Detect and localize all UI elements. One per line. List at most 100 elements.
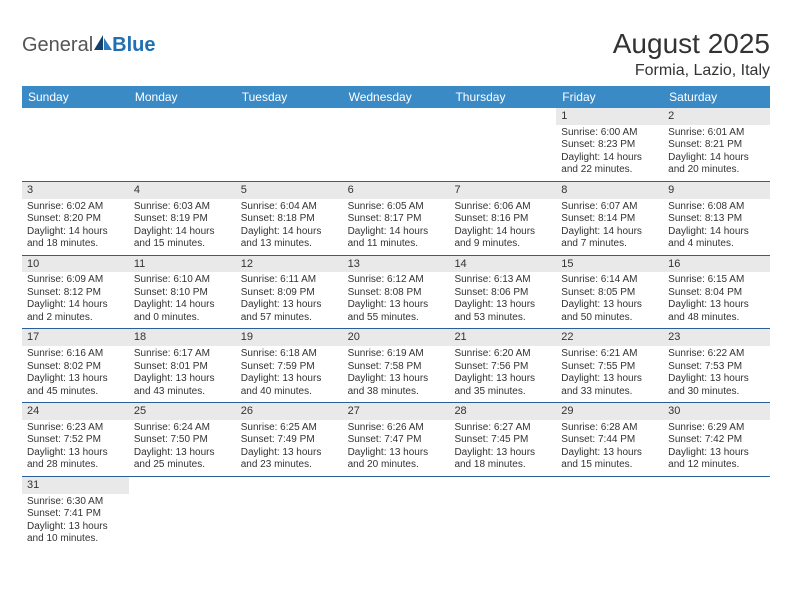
sunrise-text: Sunrise: 6:30 AM bbox=[27, 496, 124, 509]
day-number: 1 bbox=[556, 108, 663, 125]
sunrise-text: Sunrise: 6:02 AM bbox=[27, 201, 124, 214]
sunrise-text: Sunrise: 6:27 AM bbox=[454, 422, 551, 435]
calendar-cell bbox=[449, 108, 556, 181]
page-header: General Blue August 2025 Formia, Lazio, … bbox=[22, 28, 770, 80]
calendar-cell: 6Sunrise: 6:05 AMSunset: 8:17 PMDaylight… bbox=[343, 182, 450, 255]
calendar-cell bbox=[343, 108, 450, 181]
calendar-cell: 1Sunrise: 6:00 AMSunset: 8:23 PMDaylight… bbox=[556, 108, 663, 181]
sunrise-text: Sunrise: 6:09 AM bbox=[27, 274, 124, 287]
location-label: Formia, Lazio, Italy bbox=[613, 62, 770, 80]
day-number: 8 bbox=[556, 182, 663, 199]
day-number: 14 bbox=[449, 256, 556, 273]
sunrise-text: Sunrise: 6:28 AM bbox=[561, 422, 658, 435]
calendar-cell: 11Sunrise: 6:10 AMSunset: 8:10 PMDayligh… bbox=[129, 256, 236, 329]
sunset-text: Sunset: 8:12 PM bbox=[27, 287, 124, 300]
daylight2-text: and 38 minutes. bbox=[348, 386, 445, 399]
month-title: August 2025 bbox=[613, 28, 770, 60]
sunset-text: Sunset: 7:50 PM bbox=[134, 434, 231, 447]
daylight2-text: and 48 minutes. bbox=[668, 312, 765, 325]
daylight2-text: and 33 minutes. bbox=[561, 386, 658, 399]
calendar-cell: 25Sunrise: 6:24 AMSunset: 7:50 PMDayligh… bbox=[129, 403, 236, 476]
sunrise-text: Sunrise: 6:05 AM bbox=[348, 201, 445, 214]
day-header: Tuesday bbox=[236, 86, 343, 108]
calendar-cell: 5Sunrise: 6:04 AMSunset: 8:18 PMDaylight… bbox=[236, 182, 343, 255]
sunrise-text: Sunrise: 6:04 AM bbox=[241, 201, 338, 214]
sunrise-text: Sunrise: 6:14 AM bbox=[561, 274, 658, 287]
sunset-text: Sunset: 8:23 PM bbox=[561, 139, 658, 152]
week-row: 17Sunrise: 6:16 AMSunset: 8:02 PMDayligh… bbox=[22, 329, 770, 403]
sunset-text: Sunset: 8:06 PM bbox=[454, 287, 551, 300]
calendar-cell: 15Sunrise: 6:14 AMSunset: 8:05 PMDayligh… bbox=[556, 256, 663, 329]
calendar-cell: 31Sunrise: 6:30 AMSunset: 7:41 PMDayligh… bbox=[22, 477, 129, 550]
calendar-cell bbox=[663, 477, 770, 550]
daylight1-text: Daylight: 14 hours bbox=[454, 226, 551, 239]
daylight2-text: and 12 minutes. bbox=[668, 459, 765, 472]
calendar-cell bbox=[22, 108, 129, 181]
daylight2-text: and 53 minutes. bbox=[454, 312, 551, 325]
daylight2-text: and 28 minutes. bbox=[27, 459, 124, 472]
calendar-cell bbox=[129, 108, 236, 181]
calendar-cell: 9Sunrise: 6:08 AMSunset: 8:13 PMDaylight… bbox=[663, 182, 770, 255]
sunrise-text: Sunrise: 6:11 AM bbox=[241, 274, 338, 287]
daylight2-text: and 45 minutes. bbox=[27, 386, 124, 399]
day-number: 12 bbox=[236, 256, 343, 273]
day-number: 25 bbox=[129, 403, 236, 420]
daylight1-text: Daylight: 13 hours bbox=[668, 373, 765, 386]
title-block: August 2025 Formia, Lazio, Italy bbox=[613, 28, 770, 80]
day-number: 20 bbox=[343, 329, 450, 346]
sunset-text: Sunset: 8:04 PM bbox=[668, 287, 765, 300]
day-number: 27 bbox=[343, 403, 450, 420]
calendar-cell: 21Sunrise: 6:20 AMSunset: 7:56 PMDayligh… bbox=[449, 329, 556, 402]
calendar-cell bbox=[556, 477, 663, 550]
daylight2-text: and 23 minutes. bbox=[241, 459, 338, 472]
calendar-cell: 20Sunrise: 6:19 AMSunset: 7:58 PMDayligh… bbox=[343, 329, 450, 402]
sunset-text: Sunset: 7:47 PM bbox=[348, 434, 445, 447]
day-number: 6 bbox=[343, 182, 450, 199]
sunrise-text: Sunrise: 6:24 AM bbox=[134, 422, 231, 435]
sunset-text: Sunset: 7:58 PM bbox=[348, 361, 445, 374]
day-number: 13 bbox=[343, 256, 450, 273]
sunset-text: Sunset: 8:05 PM bbox=[561, 287, 658, 300]
day-header: Saturday bbox=[663, 86, 770, 108]
calendar-cell: 12Sunrise: 6:11 AMSunset: 8:09 PMDayligh… bbox=[236, 256, 343, 329]
sunset-text: Sunset: 8:02 PM bbox=[27, 361, 124, 374]
calendar-cell: 8Sunrise: 6:07 AMSunset: 8:14 PMDaylight… bbox=[556, 182, 663, 255]
sunrise-text: Sunrise: 6:29 AM bbox=[668, 422, 765, 435]
day-header: Wednesday bbox=[343, 86, 450, 108]
sunrise-text: Sunrise: 6:26 AM bbox=[348, 422, 445, 435]
sunrise-text: Sunrise: 6:06 AM bbox=[454, 201, 551, 214]
sunset-text: Sunset: 8:08 PM bbox=[348, 287, 445, 300]
calendar-cell: 14Sunrise: 6:13 AMSunset: 8:06 PMDayligh… bbox=[449, 256, 556, 329]
daylight1-text: Daylight: 14 hours bbox=[27, 299, 124, 312]
calendar-cell: 4Sunrise: 6:03 AMSunset: 8:19 PMDaylight… bbox=[129, 182, 236, 255]
day-header: Friday bbox=[556, 86, 663, 108]
daylight1-text: Daylight: 13 hours bbox=[561, 447, 658, 460]
day-number: 26 bbox=[236, 403, 343, 420]
daylight1-text: Daylight: 13 hours bbox=[241, 373, 338, 386]
day-number: 9 bbox=[663, 182, 770, 199]
calendar-cell: 22Sunrise: 6:21 AMSunset: 7:55 PMDayligh… bbox=[556, 329, 663, 402]
calendar-cell bbox=[129, 477, 236, 550]
daylight2-text: and 55 minutes. bbox=[348, 312, 445, 325]
daylight2-text: and 22 minutes. bbox=[561, 164, 658, 177]
sunset-text: Sunset: 8:13 PM bbox=[668, 213, 765, 226]
day-number: 19 bbox=[236, 329, 343, 346]
sunset-text: Sunset: 7:55 PM bbox=[561, 361, 658, 374]
daylight1-text: Daylight: 13 hours bbox=[241, 447, 338, 460]
daylight2-text: and 25 minutes. bbox=[134, 459, 231, 472]
daylight1-text: Daylight: 14 hours bbox=[668, 152, 765, 165]
daylight2-text: and 57 minutes. bbox=[241, 312, 338, 325]
daylight1-text: Daylight: 13 hours bbox=[561, 373, 658, 386]
sunrise-text: Sunrise: 6:23 AM bbox=[27, 422, 124, 435]
calendar-cell: 13Sunrise: 6:12 AMSunset: 8:08 PMDayligh… bbox=[343, 256, 450, 329]
sunset-text: Sunset: 8:14 PM bbox=[561, 213, 658, 226]
calendar-cell: 18Sunrise: 6:17 AMSunset: 8:01 PMDayligh… bbox=[129, 329, 236, 402]
day-number: 31 bbox=[22, 477, 129, 494]
day-number: 21 bbox=[449, 329, 556, 346]
sunset-text: Sunset: 8:09 PM bbox=[241, 287, 338, 300]
daylight1-text: Daylight: 14 hours bbox=[27, 226, 124, 239]
daylight2-text: and 40 minutes. bbox=[241, 386, 338, 399]
daylight1-text: Daylight: 14 hours bbox=[561, 152, 658, 165]
calendar-cell: 17Sunrise: 6:16 AMSunset: 8:02 PMDayligh… bbox=[22, 329, 129, 402]
day-number: 10 bbox=[22, 256, 129, 273]
